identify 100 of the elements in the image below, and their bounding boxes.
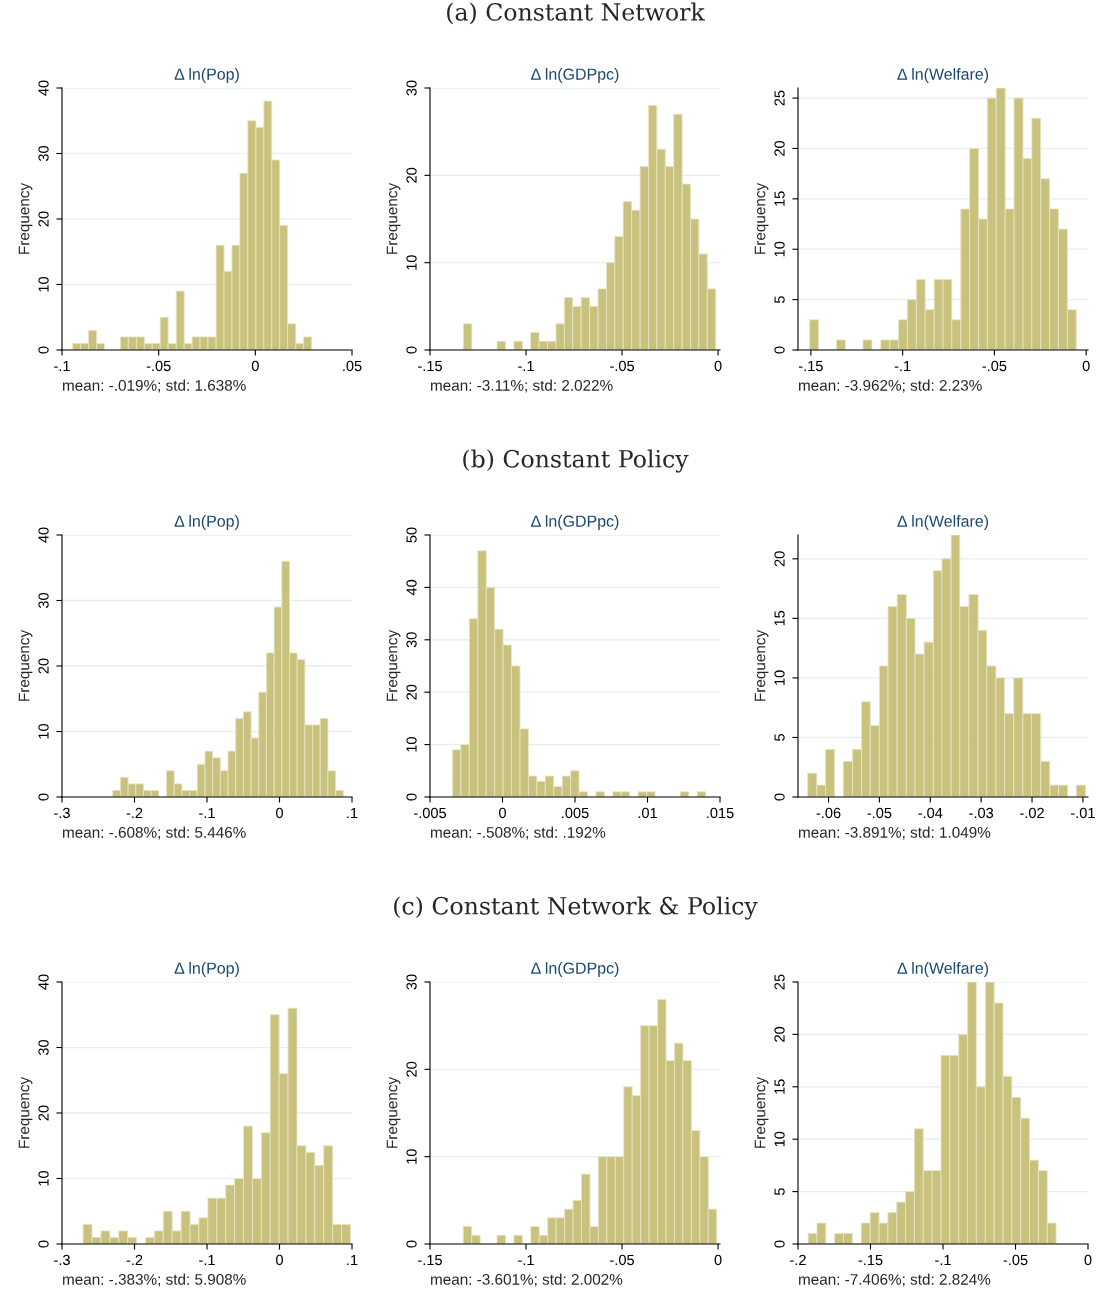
y-axis-title: Frequency	[18, 1076, 33, 1148]
x-tick-label: -.05	[982, 360, 1007, 372]
x-tick-label: -.05	[867, 807, 892, 819]
x-tick-label: -.1	[54, 360, 70, 371]
x-tick-label: -.05	[610, 360, 635, 372]
x-axis-title: mean: -3.601%; std: 2.002%	[431, 1273, 623, 1287]
y-tick-label: 30	[38, 145, 49, 162]
y-axis-title: Frequency	[18, 182, 33, 254]
chart-title: Δ ln(Pop)	[174, 962, 239, 977]
y-tick-label: 10	[774, 241, 785, 257]
y-tick-label: 40	[38, 527, 49, 543]
x-tick-label: -.05	[610, 1254, 635, 1266]
y-axis-title: Frequency	[386, 629, 401, 701]
x-tick-label: 0	[1084, 1254, 1092, 1266]
y-tick-label: 15	[774, 1079, 785, 1094]
y-tick-label: 10	[774, 670, 785, 685]
x-tick-label: -.05	[146, 360, 171, 372]
x-tick-label: 0	[276, 807, 283, 819]
y-tick-label: 50	[406, 527, 417, 543]
y-tick-label: 20	[38, 211, 49, 227]
x-tick-label: .005	[562, 807, 589, 819]
x-tick-label: -.3	[54, 807, 70, 819]
x-tick-label: 0	[276, 1254, 283, 1266]
y-tick-label: 30	[406, 632, 417, 648]
x-tick-label: -.03	[969, 807, 994, 819]
x-tick-label: .05	[343, 360, 362, 372]
x-tick-label: 0	[1082, 360, 1090, 372]
y-tick-label: 10	[406, 1149, 417, 1164]
x-tick-label: 0	[714, 360, 722, 372]
x-tick-label: -.1	[518, 360, 534, 371]
y-axis-title: Frequency	[754, 629, 769, 701]
chart-subtitle: (a) Constant Network	[447, 2, 705, 25]
x-axis-title: mean: -.608%; std: 5.446%	[63, 826, 246, 840]
y-tick-label: 20	[406, 684, 417, 700]
y-tick-label: 20	[774, 551, 785, 567]
y-tick-label: 20	[38, 1105, 49, 1121]
y-tick-label: 10	[406, 737, 417, 752]
y-tick-label: 20	[774, 140, 785, 156]
x-axis-title: mean: -3.962%; std: 2.23%	[799, 379, 982, 393]
chart-title: Δ ln(Welfare)	[897, 515, 989, 530]
y-tick-label: 30	[406, 974, 417, 990]
y-tick-label: 20	[38, 658, 49, 674]
y-tick-label: 10	[38, 276, 49, 292]
x-tick-label: .01	[638, 807, 657, 819]
x-tick-label: -.15	[798, 360, 823, 372]
y-tick-label: 0	[774, 793, 785, 801]
y-tick-label: 0	[38, 1240, 49, 1248]
y-tick-label: 40	[406, 579, 417, 596]
chart-subtitle: (c) Constant Network & Policy	[394, 896, 758, 920]
y-axis-title: Frequency	[18, 629, 33, 701]
y-tick-label: 10	[774, 1131, 785, 1147]
x-tick-label: -.1	[894, 360, 911, 371]
x-tick-label: -.2	[126, 1254, 143, 1265]
x-tick-label: -.04	[918, 807, 943, 819]
y-axis-title: Frequency	[386, 182, 401, 254]
y-tick-label: 0	[406, 1240, 417, 1248]
y-tick-label: 30	[38, 1039, 49, 1056]
x-tick-label: -.2	[790, 1254, 806, 1265]
x-tick-label: -.1	[935, 1254, 951, 1265]
chart-title: Δ ln(GDPpc)	[531, 962, 619, 977]
x-tick-label: -.005	[414, 807, 447, 819]
y-tick-label: 30	[38, 592, 49, 609]
y-tick-label: 5	[774, 296, 785, 304]
y-tick-label: 5	[774, 1188, 785, 1196]
y-tick-label: 10	[406, 255, 417, 270]
x-tick-label: 0	[714, 1254, 722, 1266]
x-tick-label: -.1	[199, 1254, 215, 1265]
y-tick-label: 0	[38, 346, 49, 354]
x-tick-label: .1	[347, 1254, 358, 1265]
x-tick-label: -.15	[418, 1254, 442, 1266]
x-tick-label: -.1	[199, 807, 215, 818]
x-tick-label: 0	[499, 807, 506, 819]
y-tick-label: 10	[38, 723, 49, 739]
y-tick-label: 0	[406, 346, 417, 354]
x-tick-label: -.05	[1003, 1254, 1028, 1266]
chart-title: Δ ln(Pop)	[174, 68, 239, 83]
chart-title: Δ ln(Welfare)	[897, 68, 989, 83]
x-tick-label: -.01	[1071, 807, 1095, 819]
y-axis-title: Frequency	[754, 1076, 769, 1148]
x-axis-title: mean: -7.406%; std: 2.824%	[799, 1273, 991, 1287]
x-tick-label: .1	[347, 807, 358, 818]
x-tick-label: -.06	[816, 807, 841, 819]
x-tick-label: -.3	[54, 1254, 70, 1266]
x-tick-label: -.02	[1020, 807, 1044, 819]
x-tick-label: 0	[251, 360, 259, 372]
x-axis-title: mean: -.508%; std: .192%	[431, 826, 606, 840]
y-tick-label: 0	[774, 346, 785, 354]
x-axis-title: mean: -3.891%; std: 1.049%	[799, 826, 991, 840]
chart-title: Δ ln(GDPpc)	[531, 515, 619, 530]
y-tick-label: 0	[774, 1240, 785, 1248]
chart-title: Δ ln(Welfare)	[897, 962, 989, 977]
y-axis-title: Frequency	[754, 182, 769, 254]
y-tick-label: 25	[774, 90, 785, 106]
y-tick-label: 20	[774, 1026, 785, 1042]
y-axis-title: Frequency	[386, 1076, 401, 1148]
y-tick-label: 0	[406, 793, 417, 801]
y-tick-label: 10	[38, 1170, 49, 1186]
y-tick-label: 5	[774, 734, 785, 741]
x-tick-label: -.1	[518, 1254, 534, 1265]
chart-title: Δ ln(Pop)	[174, 515, 239, 530]
